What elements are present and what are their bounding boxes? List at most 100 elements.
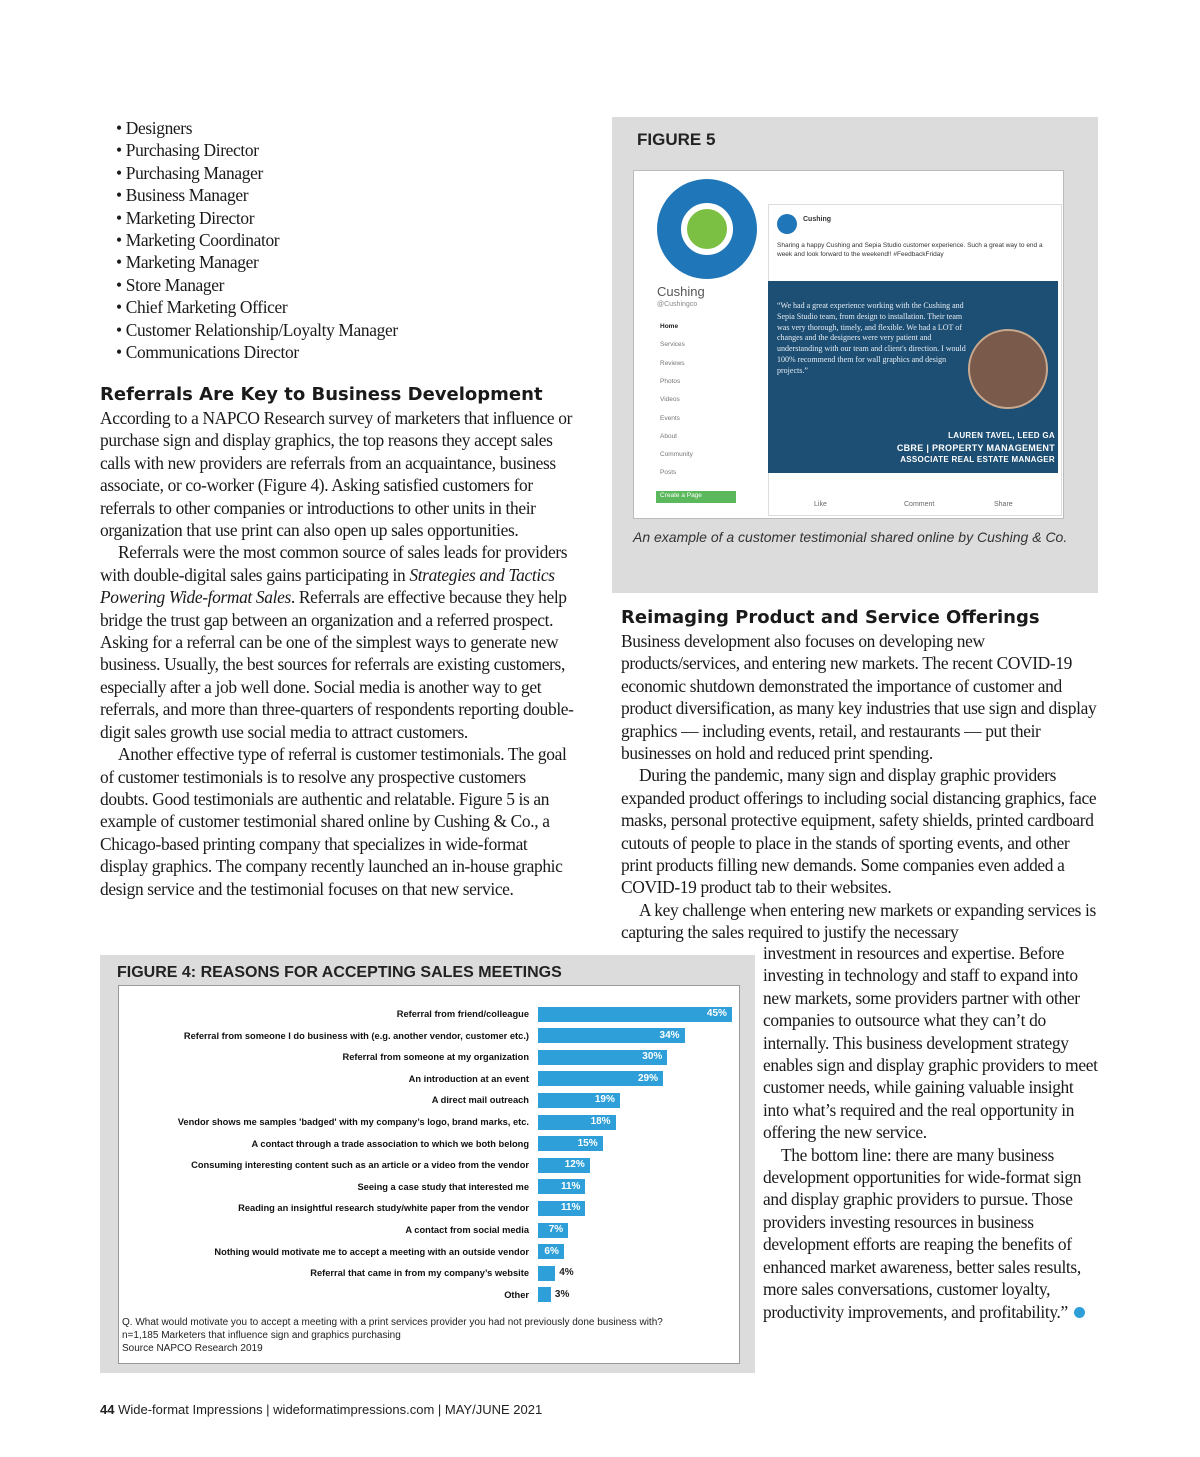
bullet-item: Store Manager xyxy=(116,274,398,296)
publication-title: Strategies and Tactics Powering Wide-for… xyxy=(100,564,555,608)
paragraph: A key challenge when entering new market… xyxy=(621,899,1096,943)
bullet-item: Communications Director xyxy=(116,341,398,363)
figure-label: FIGURE 5 xyxy=(637,130,716,149)
bar xyxy=(538,1028,685,1044)
bar xyxy=(538,1179,586,1195)
paragraph: The bottom line: there are many business… xyxy=(763,1144,1099,1323)
bar xyxy=(538,1071,663,1087)
bar xyxy=(538,1136,603,1152)
menu-item: Home xyxy=(660,323,679,330)
category-label: Consuming interesting content such as an… xyxy=(191,1160,529,1171)
bar xyxy=(538,1244,564,1260)
button-label: Create a Page xyxy=(660,492,702,499)
end-mark xyxy=(1073,1306,1085,1318)
value-label: 30% xyxy=(642,1051,663,1063)
category-label: A direct mail outreach xyxy=(431,1095,529,1106)
chart-area xyxy=(118,985,740,1364)
bullet-item: Chief Marketing Officer xyxy=(116,296,398,318)
logo-mark xyxy=(681,203,733,255)
figure-5: FIGURE 5 Cushing @Cushingco Home Services Re… xyxy=(612,117,1098,593)
category-label: Seeing a case study that interested me xyxy=(357,1181,529,1192)
paragraph: Business development also focuses on dev… xyxy=(621,631,1097,764)
attribution: CBRE | PROPERTY MANAGEMENT xyxy=(896,443,1055,453)
caption: An example of a customer testimonial sha… xyxy=(633,529,1068,545)
heading: Reimaging Product and Service Offerings xyxy=(621,607,1040,628)
menu-item: Posts xyxy=(660,469,677,477)
value-label: 15% xyxy=(577,1137,598,1149)
menu-item: Events xyxy=(660,414,680,422)
menu-item: Community xyxy=(660,451,693,459)
value-label: 12% xyxy=(564,1159,585,1171)
left-column: According to a NAPCO Research survey of … xyxy=(100,407,578,900)
bullet-item: Customer Relationship/Loyalty Manager xyxy=(116,319,398,341)
page-name: Cushing xyxy=(657,284,705,299)
menu-item: Photos xyxy=(660,377,681,385)
value-label: 19% xyxy=(594,1094,615,1106)
chart-note: n=1,185 Marketers that influence sign an… xyxy=(122,1330,401,1341)
category-label: Other xyxy=(504,1289,529,1300)
text: Referrals were the most common source of… xyxy=(100,542,568,585)
portrait xyxy=(968,329,1048,409)
avatar xyxy=(777,214,797,234)
chart-title: FIGURE 4: REASONS FOR ACCEPTING SALES ME… xyxy=(117,964,562,981)
quote: “We had a great experience working with … xyxy=(777,301,966,375)
chart-note: Source NAPCO Research 2019 xyxy=(122,1343,263,1354)
bar xyxy=(538,1006,732,1022)
value-label: 45% xyxy=(706,1008,727,1019)
bar xyxy=(538,1222,569,1238)
action: Like xyxy=(814,501,827,508)
value-label: 11% xyxy=(560,1180,581,1192)
testimonial-card xyxy=(768,281,1058,473)
category-label: Referral that came in from my company’s … xyxy=(310,1268,529,1279)
category-label: Referral from someone I do business with… xyxy=(183,1030,529,1041)
value-label: 34% xyxy=(659,1029,680,1041)
bullet-list: DesignersPurchasing DirectorPurchasing M… xyxy=(116,117,398,363)
category-label: Referral from friend/colleague xyxy=(396,1009,529,1019)
bar xyxy=(538,1049,668,1065)
bar xyxy=(538,1157,590,1173)
paragraph: investment in resources and expertise. B… xyxy=(763,943,1098,1143)
bar xyxy=(538,1287,551,1303)
right-column: Business development also focuses on dev… xyxy=(621,630,1099,944)
menu-item: Services xyxy=(660,341,685,349)
menu-item: Videos xyxy=(660,396,680,404)
screenshot: Cushing @Cushingco Home Services Reviews Phot… xyxy=(633,170,1064,519)
value-label: 11% xyxy=(560,1202,581,1214)
bullet-item: Business Manager xyxy=(116,184,398,206)
paragraph: During the pandemic, many sign and displ… xyxy=(621,765,1097,898)
action: Comment xyxy=(904,501,935,508)
logo xyxy=(657,179,757,279)
post-text: Sharing a happy Cushing and Sepia Studio… xyxy=(777,242,1043,258)
heading: Referrals Are Key to Business Developmen… xyxy=(100,384,543,405)
post-author: Cushing xyxy=(803,216,831,223)
bullet-item: Marketing Director xyxy=(116,207,398,229)
value-label: 3% xyxy=(554,1288,570,1300)
bar xyxy=(538,1114,616,1130)
value-label: 7% xyxy=(548,1224,564,1235)
paragraph: According to a NAPCO Research survey of … xyxy=(100,408,573,541)
bullet-item: Purchasing Director xyxy=(116,139,398,161)
footer: 44 Wide-format Impressions | wideformati… xyxy=(100,1402,542,1417)
category-label: A contact from social media xyxy=(405,1225,529,1235)
value-label: 4% xyxy=(559,1267,574,1279)
footer-text: Wide-format Impressions | wideformatimpr… xyxy=(118,1402,543,1417)
right-column-wrap: investment in resources and expertise. B… xyxy=(763,942,1099,1323)
category-label: Nothing would motivate me to accept a me… xyxy=(214,1246,529,1257)
category-label: Referral from someone at my organization xyxy=(342,1052,530,1063)
button xyxy=(656,491,736,503)
category-label: An introduction at an event xyxy=(408,1073,529,1084)
paragraph: Referrals were the most common source of… xyxy=(100,541,578,743)
handle: @Cushingco xyxy=(657,301,698,308)
bullet-item: Marketing Coordinator xyxy=(116,229,398,251)
bullet-item: Marketing Manager xyxy=(116,251,398,273)
menu-item: Reviews xyxy=(660,359,685,367)
text: . Referrals are effective because they h… xyxy=(100,587,574,742)
action: Share xyxy=(994,501,1013,508)
paragraph: Another effective type of referral is cu… xyxy=(100,744,567,899)
category-label: Vendor shows me samples 'badged' with my… xyxy=(177,1117,529,1127)
attribution: ASSOCIATE REAL ESTATE MANAGER xyxy=(900,455,1055,464)
page-number: 44 xyxy=(100,1402,115,1417)
figure-4: FIGURE 4: REASONS FOR ACCEPTING SALES ME… xyxy=(100,955,755,1373)
bullet-item: Purchasing Manager xyxy=(116,162,398,184)
